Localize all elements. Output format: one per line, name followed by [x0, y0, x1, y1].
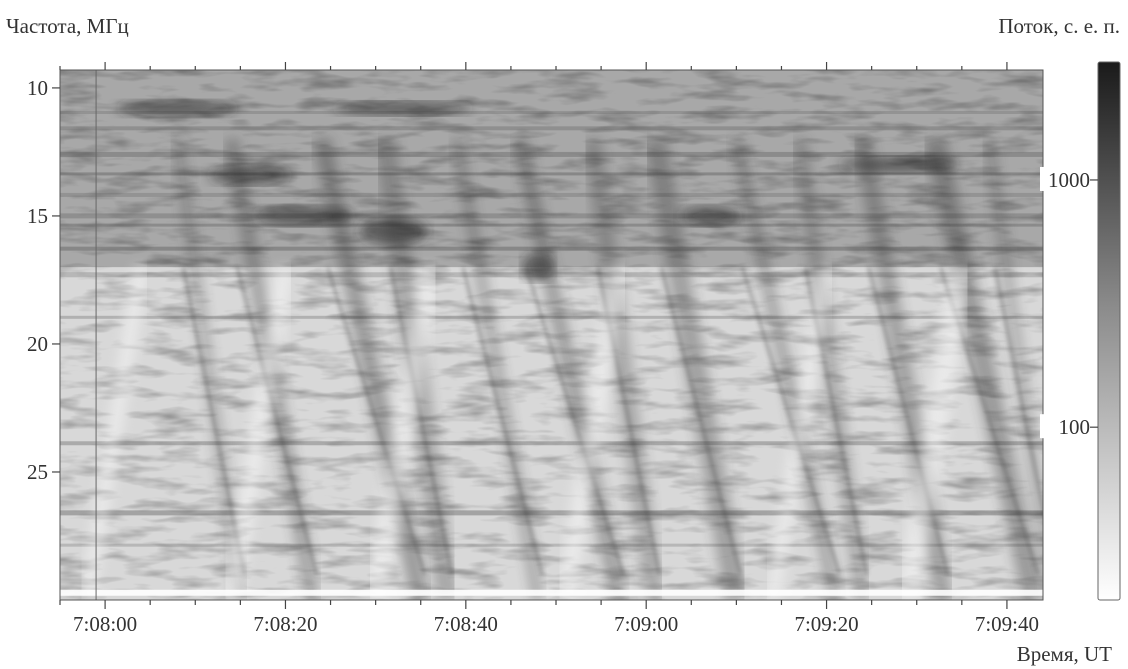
heatmap-stripe	[60, 246, 1043, 251]
burst-streak	[644, 137, 748, 600]
colorbar-label: Поток, с. е. п.	[998, 14, 1120, 38]
x-tick-label: 7:09:00	[614, 612, 678, 636]
y-tick-label: 15	[27, 204, 48, 228]
colorbar: 1000 100	[1040, 61, 1121, 601]
burst-streak-core	[740, 266, 842, 575]
burst-streak	[583, 137, 665, 600]
x-tick-label: 7:09:20	[794, 612, 858, 636]
burst-streak	[172, 138, 246, 600]
x-axis-label: Время, UT	[1016, 642, 1112, 666]
burst-streak	[513, 137, 626, 600]
heatmap-blob	[679, 205, 740, 226]
colorbar-tick-label: 100	[1059, 415, 1091, 439]
burst-streak	[731, 138, 841, 600]
burst-streak	[792, 138, 870, 600]
colorbar-tick-bg	[1040, 166, 1090, 191]
heatmap-blob	[117, 100, 238, 117]
y-tick-label: 20	[27, 332, 48, 356]
x-tick-label: 7:08:00	[73, 612, 137, 636]
light-streak	[896, 265, 973, 600]
heatmap-stripe	[60, 192, 1043, 197]
x-tick-label: 7:08:40	[434, 612, 498, 636]
heatmap-stripe	[60, 223, 1043, 227]
x-tick-label: 7:09:40	[975, 612, 1039, 636]
colorbar-gradient	[1097, 61, 1121, 601]
burst-streak-core	[993, 266, 1043, 517]
colorbar-tick-label: 1000	[1048, 168, 1090, 192]
heatmap-stripe	[60, 441, 1043, 446]
light-streak	[556, 265, 629, 600]
spectrogram-heatmap	[60, 70, 1043, 600]
y-axis-label: Частота, МГц	[6, 14, 129, 38]
heatmap-stripe	[60, 151, 1043, 157]
plot-frame	[59, 69, 1044, 601]
burst-streak-core	[524, 266, 625, 575]
burst-streak-core	[659, 266, 742, 575]
burst-streak	[451, 138, 543, 600]
burst-streak-core	[461, 266, 544, 575]
light-streak	[765, 266, 834, 600]
heatmap-blob	[332, 101, 473, 116]
light-streak	[364, 265, 441, 600]
burst-streak-core	[181, 266, 246, 575]
burst-streak	[312, 137, 430, 600]
burst-streak-core	[326, 266, 427, 575]
burst-streak-core	[867, 266, 950, 575]
x-tick-label: 7:08:20	[253, 612, 317, 636]
light-streak	[222, 265, 295, 600]
heatmap-bottom-band	[60, 589, 1043, 596]
heatmap-stripe	[60, 543, 1043, 547]
heatmap-stripe	[60, 213, 1043, 219]
heatmap-stripe	[60, 126, 1043, 131]
y-axis: 10 15 20 25	[27, 76, 60, 484]
burst-streak	[924, 136, 1043, 600]
heatmap-stripe	[60, 510, 1043, 516]
x-axis: 7:08:00 7:08:20 7:08:40 7:09:00 7:09:20 7:09:…	[59, 62, 1039, 636]
y-tick-label: 10	[27, 76, 48, 100]
burst-streak	[983, 138, 1043, 572]
heatmap-blob	[209, 164, 290, 185]
burst-streak-core	[235, 266, 318, 575]
colorbar-tick-bg	[1040, 414, 1090, 439]
heatmap-stripe	[60, 172, 1043, 176]
burst-streak-core	[389, 266, 454, 575]
y-tick-label: 25	[27, 460, 48, 484]
heatmap-stripe	[60, 110, 1043, 114]
